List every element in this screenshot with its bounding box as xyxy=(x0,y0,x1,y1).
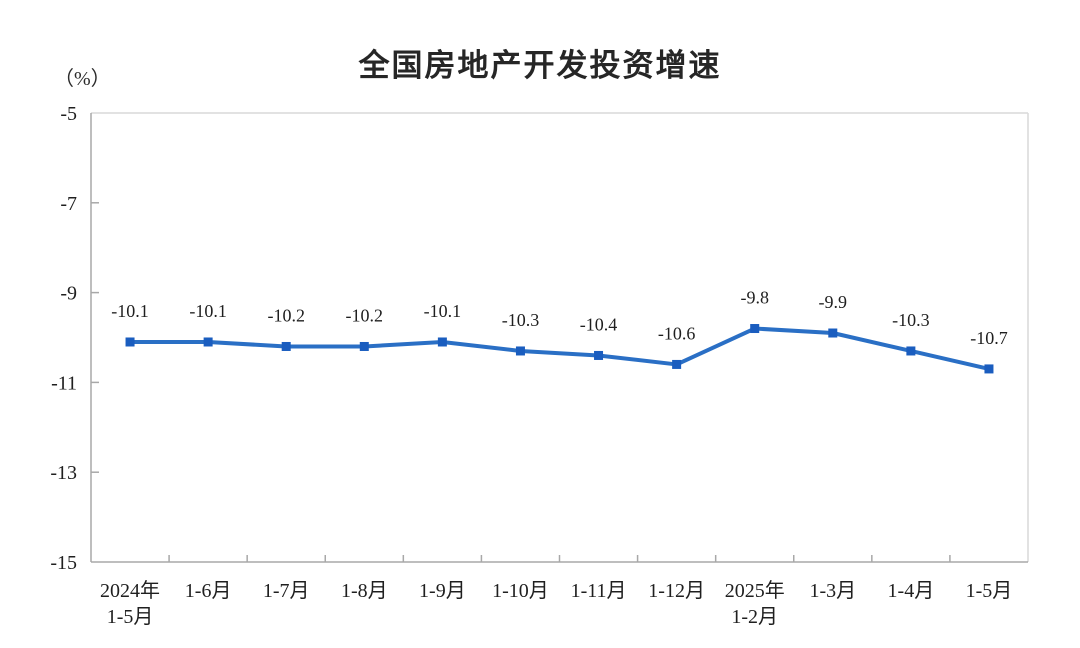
x-category-label: 1-8月 xyxy=(341,580,388,602)
data-point-label: -10.1 xyxy=(111,301,149,321)
data-point-label: -10.2 xyxy=(267,305,305,325)
x-category-label: 1-11月 xyxy=(571,580,627,602)
data-point-marker xyxy=(281,341,291,351)
x-category-label: 1-7月 xyxy=(263,580,310,602)
x-category-label: 1-6月 xyxy=(185,580,232,602)
data-point-label: -10.1 xyxy=(189,301,227,321)
data-point-label: -10.1 xyxy=(424,301,462,321)
x-category-label: 1-12月 xyxy=(648,580,705,602)
data-point-label: -9.9 xyxy=(819,292,848,312)
data-point-label: -10.3 xyxy=(502,310,540,330)
data-point-marker xyxy=(594,350,604,360)
x-category-label: 1-4月 xyxy=(888,580,935,602)
data-point-label: -10.7 xyxy=(970,328,1008,348)
x-category-label: 2024年 1-5月 xyxy=(100,579,160,628)
data-point-marker xyxy=(359,341,369,351)
data-line xyxy=(128,326,991,371)
data-point-marker xyxy=(515,346,525,356)
x-category-label: 1-10月 xyxy=(492,580,549,602)
y-tick-label: -11 xyxy=(51,372,77,394)
data-point-marker xyxy=(203,337,213,347)
y-tick-label: -9 xyxy=(60,283,77,305)
data-point-marker xyxy=(125,337,135,347)
x-category-label: 2025年 1-2月 xyxy=(725,579,785,628)
data-point-label: -10.6 xyxy=(658,323,696,343)
data-point-marker xyxy=(984,364,994,374)
data-point-marker xyxy=(828,328,838,338)
data-point-label: -10.2 xyxy=(346,305,384,325)
y-tick-label: -5 xyxy=(60,103,77,125)
x-category-label: 1-9月 xyxy=(419,580,466,602)
data-point-label: -10.4 xyxy=(580,314,618,334)
data-point-marker xyxy=(750,324,760,334)
y-tick-label: -15 xyxy=(50,552,77,574)
y-tick-label: -13 xyxy=(50,462,77,484)
x-category-label: 1-3月 xyxy=(809,580,856,602)
data-point-marker xyxy=(672,359,682,369)
y-tick-label: -7 xyxy=(60,193,77,215)
data-point-label: -10.3 xyxy=(892,310,930,330)
data-point-marker xyxy=(906,346,916,356)
data-point-marker xyxy=(437,337,447,347)
chart-title: 全国房地产开发投资增速 xyxy=(358,48,722,83)
y-axis-unit-label: （%） xyxy=(54,68,111,90)
data-point-label: -9.8 xyxy=(740,288,769,308)
x-category-label: 1-5月 xyxy=(966,580,1013,602)
